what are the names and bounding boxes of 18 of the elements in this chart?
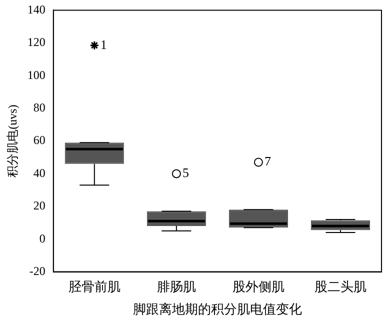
annotation: 1 [100,36,107,52]
y-tick-label: 40 [33,166,46,180]
y-tick-label: 0 [39,231,46,246]
x-tick-label: 股外侧肌 [232,279,284,294]
y-tick-label: 20 [33,198,46,213]
y-tick-label: 60 [33,133,46,148]
y-axis-title: 积分肌电(uvs) [5,104,20,178]
annotation: 7 [264,154,272,169]
y-tick-label: 120 [27,35,46,50]
x-tick-label: 胫骨前肌 [68,279,120,294]
y-tick-label: 80 [33,100,46,114]
x-tick-label: 股二头肌 [314,279,366,294]
x-axis-title: 脚跟离地期的积分肌电值变化 [132,302,302,317]
y-tick-label: -20 [29,264,46,278]
annotation: 5 [182,165,189,180]
x-tick-label: 腓肠肌 [156,279,196,294]
y-tick-label: 100 [27,68,46,82]
y-tick-label: 140 [27,2,46,16]
